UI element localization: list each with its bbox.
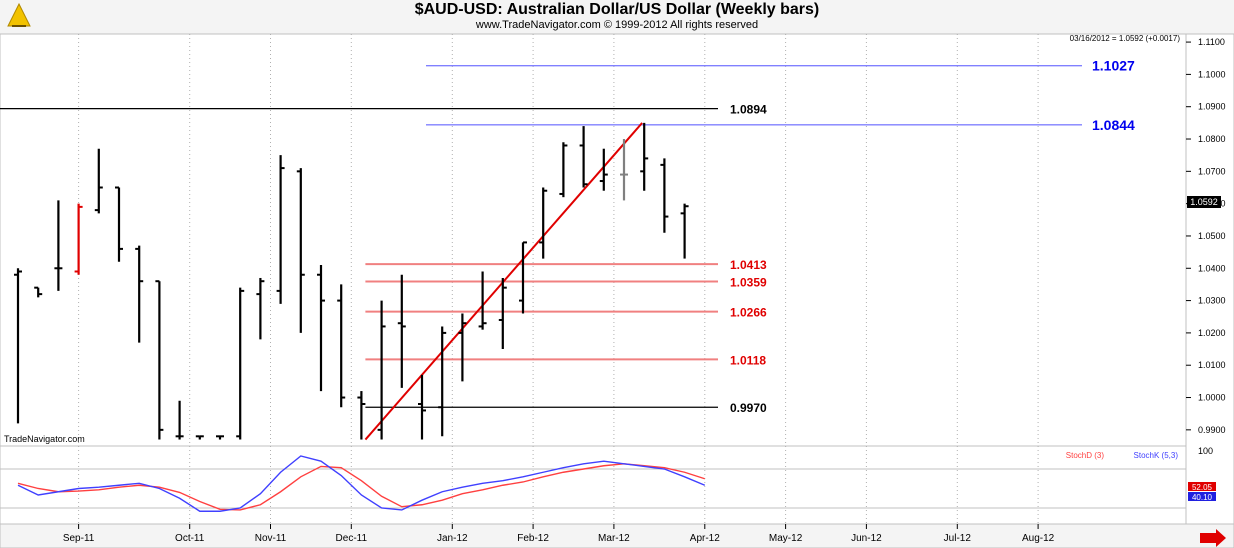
x-tick-label: Jan-12 (437, 533, 468, 544)
ohlc-bars (14, 122, 689, 440)
y-tick-label: 1.0500 (1198, 231, 1226, 241)
x-tick-label: May-12 (769, 533, 803, 544)
level-label: 1.0894 (730, 103, 767, 117)
level-label: 1.0266 (730, 306, 767, 320)
stoch-d-legend: StochD (3) (1066, 451, 1105, 460)
x-tick-label: Sep-11 (63, 533, 95, 544)
x-tick-label: Jul-12 (944, 533, 972, 544)
level-label: 1.0118 (730, 353, 766, 367)
watermark-text: TradeNavigator.com (4, 434, 85, 444)
stoch-d-value-box (1188, 482, 1216, 491)
stoch-k-value-box (1188, 492, 1216, 501)
last-price-label: 1.0592 (1190, 197, 1218, 207)
y-tick-label: 1.0200 (1198, 328, 1226, 338)
last-price-box (1187, 196, 1221, 208)
stochastic-panel (0, 445, 1187, 525)
level-label: 0.9970 (730, 401, 767, 415)
y-tick-label: 1.1100 (1198, 37, 1225, 47)
copyright-text: www.TradeNavigator.com © 1999-2012 All r… (475, 19, 759, 31)
x-tick-label: Oct-11 (175, 533, 205, 544)
y-tick-label: 0.9900 (1198, 425, 1226, 435)
scroll-right-arrow-icon[interactable] (1200, 529, 1226, 547)
y-tick-label: 1.1000 (1198, 69, 1226, 79)
y-tick-label: 1.0700 (1198, 166, 1226, 176)
x-tick-label: Jun-12 (851, 533, 882, 544)
y-tick-label: 1.0400 (1198, 263, 1226, 273)
level-label: 1.0413 (730, 258, 767, 272)
quote-readout: 03/16/2012 = 1.0592 (+0.0017) (1070, 34, 1181, 43)
vertical-grid (78, 34, 1039, 524)
x-tick-label: Nov-11 (255, 533, 287, 544)
x-axis-panel (0, 523, 1234, 548)
y-tick-label: 1.0900 (1198, 102, 1226, 112)
level-label: 1.0844 (1092, 117, 1135, 133)
stoch-y-tick: 100 (1198, 446, 1213, 456)
stochastic-lines (0, 455, 1186, 512)
stoch-d-value: 52.05 (1192, 483, 1213, 492)
stoch-d-line (17, 463, 706, 511)
x-tick-label: Mar-12 (598, 533, 630, 544)
y-tick-label: 1.0300 (1198, 296, 1226, 306)
stoch-k-value: 40.10 (1192, 493, 1213, 502)
price-panel (0, 33, 1187, 447)
chart-title: $AUD-USD: Australian Dollar/US Dollar (W… (414, 1, 820, 18)
x-tick-label: Dec-11 (336, 533, 368, 544)
stoch-k-line (17, 455, 706, 512)
x-tick-label: Feb-12 (517, 533, 549, 544)
y-tick-label: 1.0100 (1198, 360, 1226, 370)
y-tick-label: 1.0000 (1198, 393, 1226, 403)
level-label: 1.0359 (730, 276, 767, 290)
trade-navigator-logo-icon[interactable] (6, 2, 32, 29)
y-axis-panel (1185, 33, 1234, 525)
stoch-k-legend: StochK (5,3) (1134, 451, 1179, 460)
horizontal-levels: 1.1027 1.0844 1.0894 1.0413 1.0359 1.0266 1.01… (0, 58, 1135, 415)
x-axis: Sep-11 Oct-11 Nov-11 Dec-11 Jan-12 Feb-12 Mar-… (63, 524, 1055, 544)
x-tick-label: Aug-12 (1022, 533, 1055, 544)
title-bar (0, 0, 1234, 34)
x-tick-label: Apr-12 (690, 533, 720, 544)
level-label: 1.1027 (1092, 58, 1135, 74)
y-tick-label: 1.0800 (1198, 134, 1226, 144)
